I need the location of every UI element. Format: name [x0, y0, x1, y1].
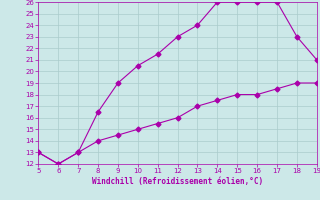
X-axis label: Windchill (Refroidissement éolien,°C): Windchill (Refroidissement éolien,°C)	[92, 177, 263, 186]
